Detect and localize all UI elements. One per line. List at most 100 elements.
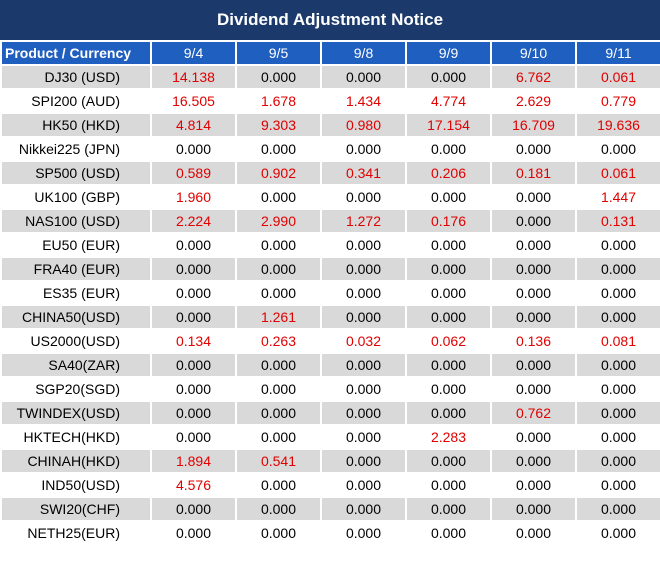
value-cell: 0.000 xyxy=(150,280,237,306)
value-cell: 0.000 xyxy=(490,208,577,234)
table-row: CHINAH(HKD) 1.894 0.541 0.000 0.000 0.000 0.00… xyxy=(0,448,660,474)
value-cell: 0.263 xyxy=(235,328,322,354)
table-row: IND50(USD) 4.576 0.000 0.000 0.000 0.000 0.000 xyxy=(0,472,660,498)
column-header: 9/11 xyxy=(575,40,660,66)
value-cell: 0.032 xyxy=(320,328,407,354)
value-cell: 0.779 xyxy=(575,88,660,114)
value-cell: 0.000 xyxy=(490,472,577,498)
value-cell: 0.000 xyxy=(490,304,577,330)
value-cell: 0.000 xyxy=(235,184,322,210)
value-cell: 0.000 xyxy=(490,280,577,306)
value-cell: 1.434 xyxy=(320,88,407,114)
product-cell: SPI200 (AUD) xyxy=(0,88,152,114)
value-cell: 0.000 xyxy=(575,304,660,330)
value-cell: 0.762 xyxy=(490,400,577,426)
table-body: DJ30 (USD) 14.138 0.000 0.000 0.000 6.762 0.06… xyxy=(0,64,660,546)
value-cell: 0.000 xyxy=(490,184,577,210)
value-cell: 0.000 xyxy=(235,496,322,522)
value-cell: 19.636 xyxy=(575,112,660,138)
value-cell: 17.154 xyxy=(405,112,492,138)
value-cell: 0.000 xyxy=(320,304,407,330)
column-header: 9/10 xyxy=(490,40,577,66)
value-cell: 0.000 xyxy=(320,184,407,210)
value-cell: 0.000 xyxy=(150,136,237,162)
value-cell: 0.000 xyxy=(150,232,237,258)
value-cell: 0.000 xyxy=(490,256,577,282)
product-cell: Nikkei225 (JPN) xyxy=(0,136,152,162)
value-cell: 0.000 xyxy=(235,280,322,306)
product-cell: NAS100 (USD) xyxy=(0,208,152,234)
value-cell: 0.000 xyxy=(320,352,407,378)
value-cell: 0.000 xyxy=(490,376,577,402)
value-cell: 0.206 xyxy=(405,160,492,186)
value-cell: 0.000 xyxy=(235,64,322,90)
value-cell: 0.000 xyxy=(405,280,492,306)
table-row: ES35 (EUR) 0.000 0.000 0.000 0.000 0.000 0.000 xyxy=(0,280,660,306)
value-cell: 0.000 xyxy=(405,136,492,162)
value-cell: 0.000 xyxy=(320,400,407,426)
value-cell: 0.000 xyxy=(490,352,577,378)
value-cell: 0.000 xyxy=(575,496,660,522)
product-cell: CHINA50(USD) xyxy=(0,304,152,330)
value-cell: 0.000 xyxy=(235,232,322,258)
value-cell: 0.000 xyxy=(320,376,407,402)
value-cell: 0.000 xyxy=(405,232,492,258)
value-cell: 0.000 xyxy=(150,304,237,330)
column-header: 9/8 xyxy=(320,40,407,66)
value-cell: 0.131 xyxy=(575,208,660,234)
value-cell: 0.000 xyxy=(320,520,407,546)
value-cell: 0.000 xyxy=(320,472,407,498)
value-cell: 0.000 xyxy=(575,400,660,426)
value-cell: 0.000 xyxy=(490,232,577,258)
value-cell: 0.000 xyxy=(150,256,237,282)
value-cell: 2.990 xyxy=(235,208,322,234)
value-cell: 0.181 xyxy=(490,160,577,186)
table-row: TWINDEX(USD) 0.000 0.000 0.000 0.000 0.762 0.0… xyxy=(0,400,660,426)
table-row: FRA40 (EUR) 0.000 0.000 0.000 0.000 0.000 0.00… xyxy=(0,256,660,282)
value-cell: 0.000 xyxy=(235,424,322,450)
value-cell: 1.960 xyxy=(150,184,237,210)
value-cell: 2.224 xyxy=(150,208,237,234)
table-row: NETH25(EUR) 0.000 0.000 0.000 0.000 0.000 0.00… xyxy=(0,520,660,546)
value-cell: 0.000 xyxy=(575,448,660,474)
table-row: CHINA50(USD) 0.000 1.261 0.000 0.000 0.000 0.0… xyxy=(0,304,660,330)
value-cell: 0.000 xyxy=(575,472,660,498)
value-cell: 4.774 xyxy=(405,88,492,114)
value-cell: 0.000 xyxy=(320,136,407,162)
value-cell: 0.980 xyxy=(320,112,407,138)
value-cell: 0.000 xyxy=(150,400,237,426)
value-cell: 0.000 xyxy=(405,352,492,378)
product-cell: FRA40 (EUR) xyxy=(0,256,152,282)
value-cell: 16.709 xyxy=(490,112,577,138)
value-cell: 9.303 xyxy=(235,112,322,138)
value-cell: 0.000 xyxy=(490,520,577,546)
value-cell: 16.505 xyxy=(150,88,237,114)
value-cell: 0.000 xyxy=(405,448,492,474)
value-cell: 0.000 xyxy=(405,496,492,522)
value-cell: 0.000 xyxy=(150,376,237,402)
product-cell: CHINAH(HKD) xyxy=(0,448,152,474)
value-cell: 0.000 xyxy=(575,424,660,450)
value-cell: 0.000 xyxy=(320,280,407,306)
product-cell: SA40(ZAR) xyxy=(0,352,152,378)
product-cell: ES35 (EUR) xyxy=(0,280,152,306)
column-header: 9/5 xyxy=(235,40,322,66)
table-row: EU50 (EUR) 0.000 0.000 0.000 0.000 0.000 0.000 xyxy=(0,232,660,258)
table-row: SWI20(CHF) 0.000 0.000 0.000 0.000 0.000 0.000 xyxy=(0,496,660,522)
value-cell: 0.000 xyxy=(320,256,407,282)
product-cell: SGP20(SGD) xyxy=(0,376,152,402)
value-cell: 0.000 xyxy=(235,136,322,162)
table-row: NAS100 (USD) 2.224 2.990 1.272 0.176 0.000 0.1… xyxy=(0,208,660,234)
value-cell: 0.134 xyxy=(150,328,237,354)
value-cell: 4.576 xyxy=(150,472,237,498)
value-cell: 0.000 xyxy=(490,136,577,162)
value-cell: 0.000 xyxy=(405,400,492,426)
table-row: HK50 (HKD) 4.814 9.303 0.980 17.154 16.709 19.… xyxy=(0,112,660,138)
value-cell: 1.447 xyxy=(575,184,660,210)
product-cell: NETH25(EUR) xyxy=(0,520,152,546)
value-cell: 0.000 xyxy=(405,520,492,546)
value-cell: 0.000 xyxy=(320,496,407,522)
table-row: DJ30 (USD) 14.138 0.000 0.000 0.000 6.762 0.06… xyxy=(0,64,660,90)
value-cell: 0.000 xyxy=(490,496,577,522)
